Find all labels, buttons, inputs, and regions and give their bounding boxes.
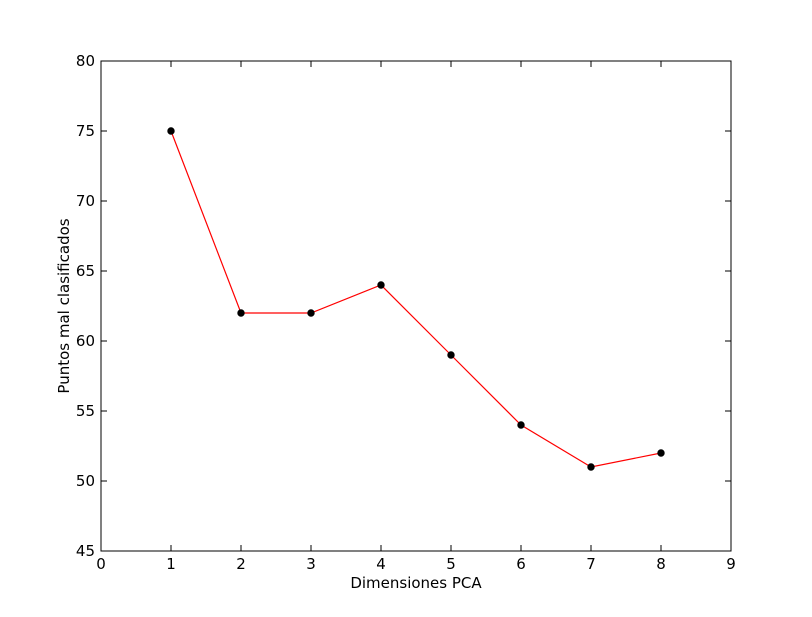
data-point — [447, 351, 455, 359]
y-axis-title: Puntos mal clasificados — [55, 218, 73, 393]
data-point — [587, 463, 595, 471]
y-tick-label: 65 — [76, 262, 95, 280]
data-point — [517, 421, 525, 429]
x-tick-label: 4 — [376, 555, 386, 573]
x-tick-label: 8 — [656, 555, 666, 573]
data-point — [307, 309, 315, 317]
data-point — [657, 449, 665, 457]
series-line — [170, 130, 662, 468]
x-axis-title: Dimensiones PCA — [350, 574, 482, 592]
data-point — [237, 309, 245, 317]
y-tick-label: 60 — [76, 332, 95, 350]
x-tick-label: 1 — [166, 555, 176, 573]
y-tick-label: 55 — [76, 402, 95, 420]
y-tick-label: 50 — [76, 472, 95, 490]
x-tick-label: 0 — [96, 555, 106, 573]
y-tick-label: 45 — [76, 542, 95, 560]
y-tick-label: 80 — [76, 52, 95, 70]
x-tick-label: 3 — [306, 555, 316, 573]
y-tick-label: 75 — [76, 122, 95, 140]
data-point — [377, 281, 385, 289]
plot-frame — [100, 60, 732, 552]
data-point — [167, 127, 175, 135]
y-tick-label: 70 — [76, 192, 95, 210]
x-tick-label: 2 — [236, 555, 246, 573]
x-tick-label: 5 — [446, 555, 456, 573]
x-tick-label: 9 — [726, 555, 736, 573]
x-tick-label: 7 — [586, 555, 596, 573]
x-tick-label: 6 — [516, 555, 526, 573]
